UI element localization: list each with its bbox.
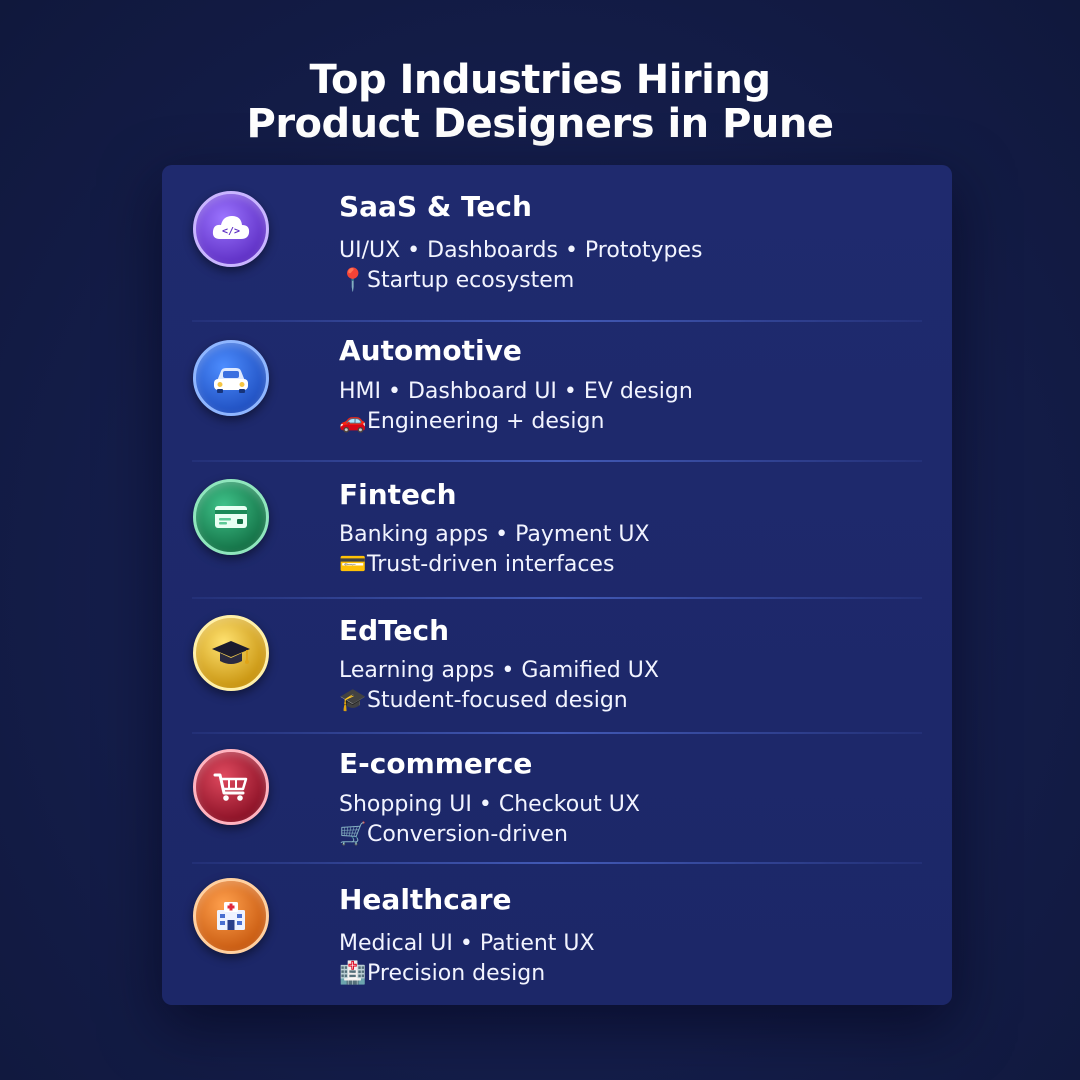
industries-card: </> SaaS & Tech UI/UX • Dashboards • Pro…	[162, 165, 952, 1005]
industry-note: 🏥Precision design	[339, 960, 545, 988]
graduation-cap-icon	[193, 615, 269, 691]
industry-note-text: Student-focused design	[367, 688, 628, 713]
graduation-emoji-icon: 🎓	[339, 688, 367, 713]
divider	[192, 597, 922, 599]
svg-text:</>: </>	[222, 226, 240, 237]
title-line-2: Product Designers in Pune	[246, 101, 834, 147]
cart-icon	[193, 749, 269, 825]
industry-tags: Medical UI • Patient UX	[339, 931, 595, 956]
pin-icon: 📍	[339, 268, 367, 293]
divider	[192, 732, 922, 734]
industry-note: 🚗Engineering + design	[339, 408, 604, 436]
industry-name: E-commerce	[339, 747, 533, 780]
industry-name: EdTech	[339, 614, 450, 647]
page-title: Top Industries Hiring Product Designers …	[0, 58, 1080, 146]
industry-name: Automotive	[339, 334, 522, 367]
industry-tags: UI/UX • Dashboards • Prototypes	[339, 238, 703, 263]
industry-note: 💳Trust-driven interfaces	[339, 551, 614, 579]
industry-name: Healthcare	[339, 883, 512, 916]
industry-name: Fintech	[339, 478, 457, 511]
card-icon	[193, 479, 269, 555]
credit-card-emoji-icon: 💳	[339, 552, 367, 577]
industry-note-text: Trust-driven interfaces	[367, 552, 615, 577]
industry-tags: Banking apps • Payment UX	[339, 522, 650, 547]
divider	[192, 862, 922, 864]
hospital-icon	[193, 878, 269, 954]
industry-note-text: Conversion-driven	[367, 822, 568, 847]
industry-tags: Shopping UI • Checkout UX	[339, 792, 640, 817]
car-emoji-icon: 🚗	[339, 409, 367, 434]
title-line-1: Top Industries Hiring	[309, 57, 771, 103]
cloud-code-icon: </>	[193, 191, 269, 267]
industry-note: 🛒Conversion-driven	[339, 821, 568, 849]
industry-note-text: Startup ecosystem	[367, 268, 575, 293]
cart-emoji-icon: 🛒	[339, 822, 367, 847]
divider	[192, 460, 922, 462]
industry-note: 📍Startup ecosystem	[339, 267, 574, 295]
industry-tags: HMI • Dashboard UI • EV design	[339, 379, 693, 404]
industry-name: SaaS & Tech	[339, 190, 532, 223]
industry-tags: Learning apps • Gamified UX	[339, 658, 659, 683]
hospital-emoji-icon: 🏥	[339, 961, 367, 986]
industry-note-text: Precision design	[367, 961, 546, 986]
car-icon	[193, 340, 269, 416]
industry-note: 🎓Student-focused design	[339, 687, 628, 715]
industry-note-text: Engineering + design	[367, 409, 605, 434]
divider	[192, 320, 922, 322]
